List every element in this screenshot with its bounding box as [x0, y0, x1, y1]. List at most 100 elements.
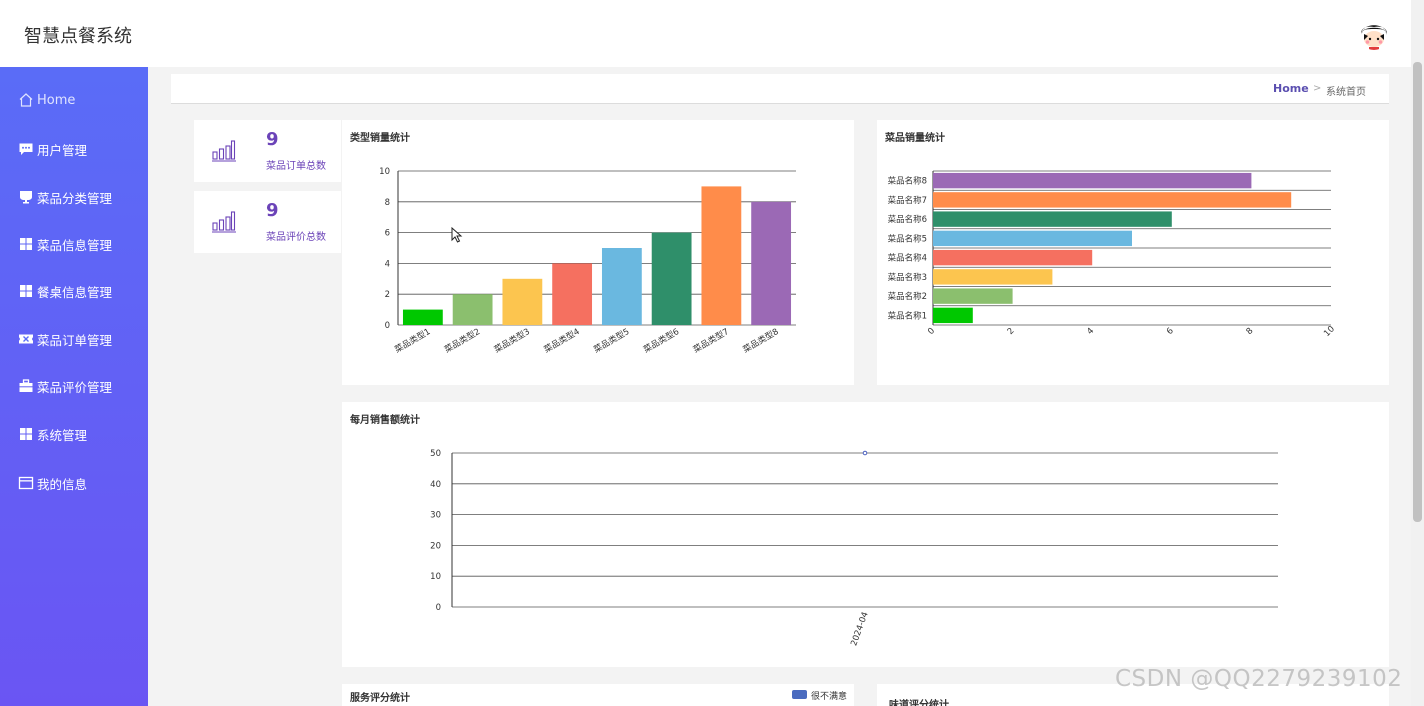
sidebar-item-label: 菜品订单管理 [37, 332, 113, 348]
stat-value: 9 [266, 129, 279, 150]
bar [402, 309, 443, 325]
grid-icon [18, 236, 34, 252]
x-tick-label: 8 [1245, 326, 1256, 337]
cup-icon [18, 189, 34, 205]
y-tick-label: 0 [436, 603, 441, 613]
user-avatar[interactable] [1358, 18, 1390, 50]
panel-title: 味道评分统计 [889, 700, 949, 706]
x-tick-label: 菜品类型6 [641, 326, 681, 355]
type-sales-panel: 类型销量统计 0 2 4 6 8 10 菜品类型1 菜品类型2 菜品类型3 菜品类型4 菜品类型5 菜… [342, 120, 854, 385]
scrollbar-thumb[interactable] [1413, 62, 1422, 522]
y-tick-label: 4 [385, 259, 390, 269]
line-point [862, 450, 868, 456]
y-tick-label: 8 [385, 198, 390, 208]
y-tick-label: 菜品名称5 [888, 233, 927, 244]
y-tick-label: 0 [385, 321, 390, 331]
y-tick-label: 40 [430, 480, 441, 490]
bar [933, 249, 1093, 266]
sidebar-item-dish-info[interactable]: 菜品信息管理 [0, 224, 148, 264]
panel-title: 服务评分统计 [350, 693, 410, 704]
dish-sales-panel: 菜品销量统计 菜品名称1 菜品名称2 菜品名称3 菜品名称4 菜品名称5 菜品名称6 菜品名… [877, 120, 1389, 385]
x-tick-label: 菜品类型4 [542, 326, 582, 355]
bar [751, 201, 792, 325]
panel-title: 类型销量统计 [350, 133, 410, 144]
y-tick-label: 菜品名称6 [888, 214, 927, 225]
sidebar-item-dish-orders[interactable]: 菜品订单管理 [0, 319, 148, 359]
watermark: CSDN @QQ2279239102 [1115, 666, 1403, 692]
legend-swatch[interactable] [792, 690, 807, 699]
bar [933, 172, 1252, 189]
chat-icon [18, 141, 34, 157]
y-tick-label: 20 [430, 541, 441, 551]
stat-label: 菜品评价总数 [266, 232, 326, 243]
dish-sales-chart: 菜品名称1 菜品名称2 菜品名称3 菜品名称4 菜品名称5 菜品名称6 菜品名称7 菜品名称8… [888, 170, 1337, 339]
page-scrollbar[interactable] [1411, 0, 1424, 706]
bar-chart-icon [212, 211, 236, 233]
sidebar-item-table-info[interactable]: 餐桌信息管理 [0, 271, 148, 311]
stat-card-orders: 9 菜品订单总数 [194, 120, 341, 182]
sidebar-item-label: 系统管理 [37, 427, 88, 443]
sidebar-item-label: 我的信息 [37, 476, 88, 492]
bar [552, 263, 593, 325]
sidebar-item-dish-reviews[interactable]: 菜品评价管理 [0, 366, 148, 406]
bar [933, 269, 1053, 285]
bar [933, 307, 973, 324]
bar [933, 192, 1292, 208]
breadcrumb-separator: > [1313, 83, 1322, 94]
bar-chart-icon [212, 140, 236, 162]
y-tick-label: 6 [385, 229, 390, 239]
x-tick-label: 菜品类型1 [393, 326, 433, 355]
briefcase-icon [18, 378, 34, 394]
sidebar-item-home[interactable]: Home [0, 80, 148, 120]
sidebar-item-label: 用户管理 [37, 142, 88, 158]
monthly-sales-panel: 每月销售额统计 0 10 20 30 40 50 2024-04 [342, 402, 1389, 667]
x-tick-label: 2024-04 [849, 611, 871, 648]
grid-icon [18, 426, 34, 442]
sidebar-item-users[interactable]: 用户管理 [0, 129, 148, 169]
panel-title: 菜品销量统计 [885, 133, 945, 144]
app-title: 智慧点餐系统 [24, 26, 132, 47]
breadcrumb-home-link[interactable]: Home [1273, 82, 1309, 95]
x-tick-label: 菜品类型8 [741, 326, 781, 355]
y-tick-label: 菜品名称3 [888, 272, 927, 283]
sidebar-item-label: 餐桌信息管理 [37, 284, 113, 300]
y-tick-label: 菜品名称8 [888, 176, 927, 187]
sidebar-item-label: 菜品评价管理 [37, 379, 113, 395]
bar [701, 186, 742, 325]
stat-card-reviews: 9 菜品评价总数 [194, 191, 341, 253]
bar [651, 232, 692, 325]
home-icon [18, 92, 34, 108]
sidebar-item-my-info[interactable]: 我的信息 [0, 463, 148, 503]
x-tick-label: 菜品类型7 [691, 326, 731, 355]
avatar-icon [1358, 18, 1390, 50]
card-icon [18, 475, 34, 491]
monthly-sales-chart: 0 10 20 30 40 50 2024-04 [430, 449, 1278, 648]
x-tick-label: 菜品类型5 [592, 326, 632, 355]
x-tick-label: 2 [1006, 326, 1017, 337]
y-tick-label: 菜品名称4 [888, 253, 927, 264]
mouse-cursor-icon [451, 227, 463, 243]
panel-title: 每月销售额统计 [350, 415, 420, 426]
x-tick-label: 6 [1165, 326, 1176, 337]
y-tick-label: 30 [430, 511, 441, 521]
grid-icon [18, 283, 34, 299]
y-tick-label: 50 [430, 449, 441, 459]
sidebar-item-system[interactable]: 系统管理 [0, 414, 148, 454]
bar [933, 211, 1172, 227]
bar [601, 248, 642, 325]
stat-value: 9 [266, 200, 279, 221]
y-tick-label: 10 [430, 572, 441, 582]
bar [933, 288, 1013, 304]
top-header: 智慧点餐系统 [0, 0, 1424, 67]
type-sales-chart: 0 2 4 6 8 10 菜品类型1 菜品类型2 菜品类型3 菜品类型4 菜品类型5 菜品类型6 菜品类… [379, 167, 796, 355]
service-rating-panel: 服务评分统计 很不满意 [342, 684, 854, 706]
y-tick-label: 2 [385, 290, 390, 300]
legend-label: 很不满意 [811, 692, 848, 702]
x-tick-label: 4 [1085, 326, 1096, 337]
sidebar-item-label: 菜品分类管理 [37, 190, 113, 206]
stat-label: 菜品订单总数 [266, 161, 326, 172]
bar [452, 294, 493, 325]
x-tick-label: 0 [926, 326, 937, 337]
breadcrumb-current: 系统首页 [1326, 87, 1366, 98]
sidebar-item-dish-category[interactable]: 菜品分类管理 [0, 177, 148, 217]
